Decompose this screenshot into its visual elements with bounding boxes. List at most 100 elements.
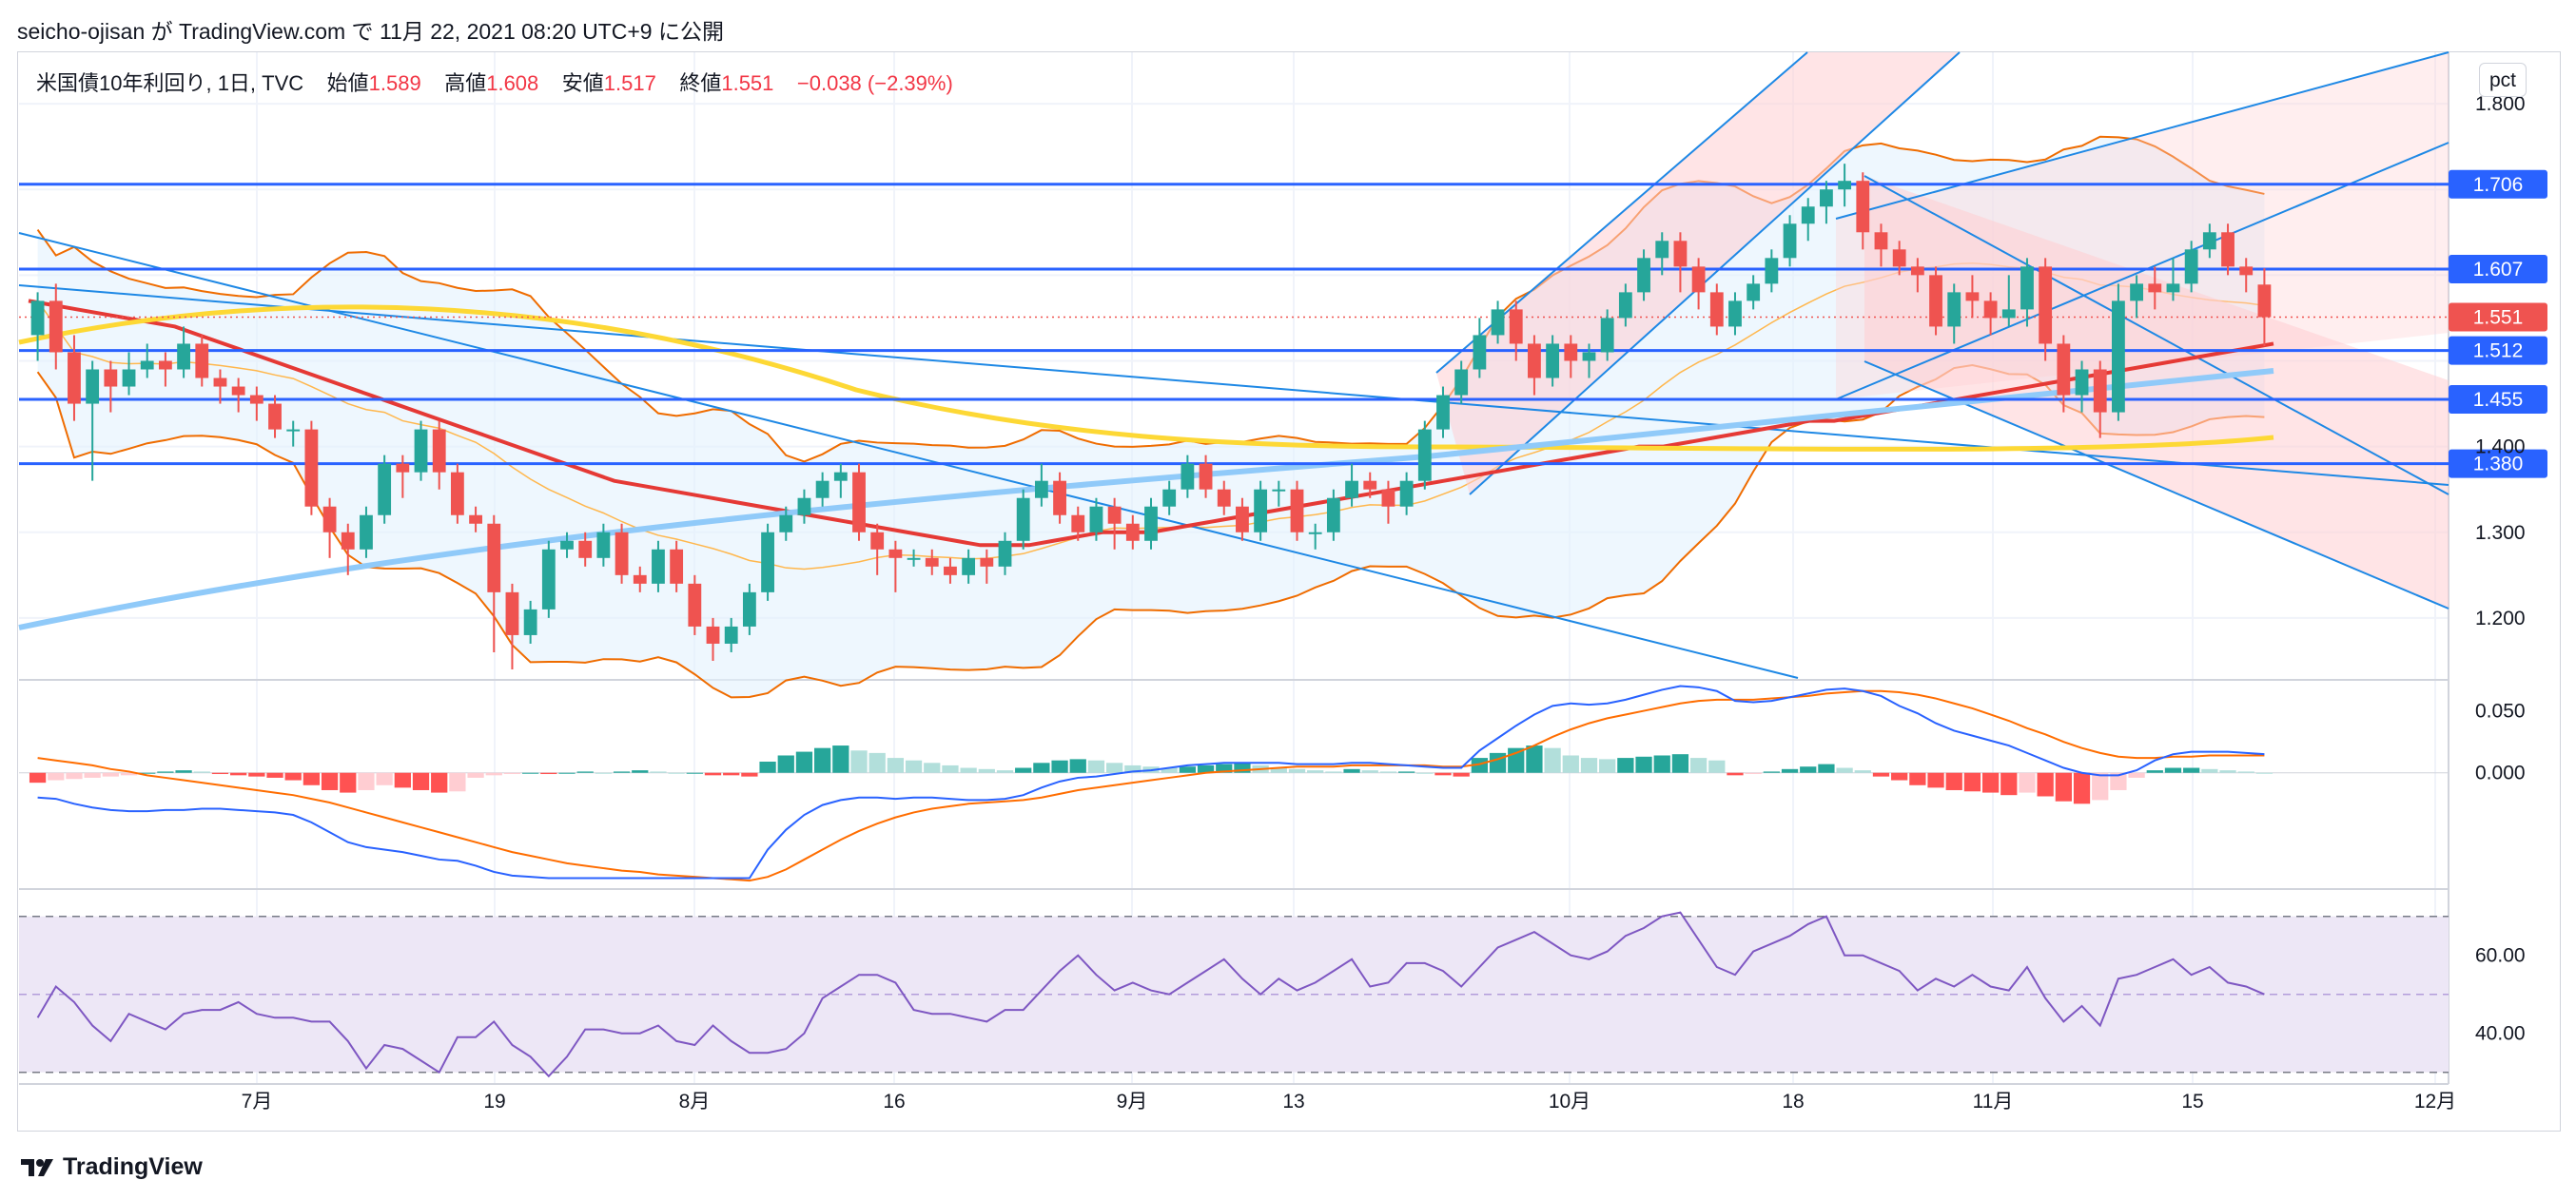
macd-histogram-bar [1526, 745, 1543, 773]
candle-body [104, 369, 118, 387]
time-tick-label: 19 [483, 1091, 505, 1113]
macd-histogram-bar [1763, 771, 1780, 773]
candle-body [815, 480, 829, 498]
candle-body [487, 523, 501, 592]
macd-histogram-bar [120, 772, 138, 776]
macd-histogram-bar [1179, 766, 1197, 773]
macd-histogram-bar [2146, 770, 2163, 773]
candle-body [2020, 266, 2034, 310]
macd-histogram-bar [1599, 759, 1616, 773]
candle-body [779, 514, 793, 532]
macd-histogram-bar [1051, 760, 1068, 773]
candle-body [2148, 283, 2162, 293]
macd-histogram-bar [1836, 767, 1853, 773]
macd-histogram-bar [1562, 755, 1579, 773]
candle-body [962, 557, 976, 575]
macd-histogram-bar [1216, 764, 1233, 773]
candle-body [1308, 532, 1322, 534]
legend-high-label: 高値 [444, 71, 487, 95]
candle-body [1929, 275, 1942, 327]
macd-histogram-bar [1653, 755, 1670, 773]
candle-body [195, 343, 209, 378]
macd-histogram-bar [723, 772, 740, 776]
time-tick-label: 11月 [1973, 1091, 2014, 1113]
candle-body [833, 472, 848, 481]
macd-histogram-bar [2000, 772, 2018, 796]
candle-body [1326, 497, 1340, 532]
macd-histogram-bar [230, 772, 247, 776]
macd-histogram-bar [2201, 768, 2218, 773]
macd-histogram-bar [1434, 772, 1452, 776]
candle-body [1199, 463, 1213, 490]
macd-histogram-bar [2164, 767, 2182, 773]
macd-histogram-bar [211, 772, 229, 775]
macd-histogram-bar [1124, 765, 1142, 773]
bollinger-upper-line [36, 135, 2265, 463]
macd-histogram-bar [1544, 747, 1561, 773]
macd-histogram-bar [321, 772, 339, 790]
macd-histogram-bar [1343, 768, 1360, 773]
candle-body [870, 532, 885, 550]
level-tag-label: 1.455 [2473, 389, 2524, 411]
candle-body [360, 514, 373, 550]
macd-histogram-bar [84, 772, 101, 778]
time-tick-label: 8月 [679, 1091, 711, 1113]
macd-histogram-bar [1854, 770, 1871, 773]
macd-histogram-bar [1818, 764, 1835, 773]
candle-body [1071, 514, 1085, 532]
candle-body [944, 566, 957, 575]
candle-body [688, 583, 702, 627]
price-tick-label: 1.400 [2475, 436, 2526, 458]
macd-histogram-bar [1379, 771, 1397, 773]
candle-body [249, 395, 263, 404]
macd-histogram-bar [1689, 758, 1708, 773]
macd-histogram-bar [1981, 772, 2000, 793]
candle-body [30, 300, 45, 336]
macd-histogram-bar [412, 772, 430, 790]
macd-histogram-bar [1671, 754, 1689, 773]
level-tag-label: 1.706 [2473, 174, 2524, 196]
candle-body [2001, 309, 2016, 319]
macd-histogram-bar [394, 772, 411, 788]
candle-body [396, 463, 410, 473]
legend-low-value: 1.517 [603, 71, 656, 95]
legend-high-value: 1.608 [486, 71, 539, 95]
candle-body [450, 472, 464, 515]
macd-histogram-bar [248, 772, 265, 777]
macd-histogram-bar [449, 772, 466, 792]
macd-histogram-bar [1453, 772, 1470, 777]
trend-line [1835, 51, 2449, 220]
candle-body [1254, 489, 1268, 532]
macd-histogram-bar [1872, 772, 1890, 777]
candle-body [1345, 480, 1358, 498]
candle-body [1491, 309, 1505, 336]
rsi-line [36, 911, 2265, 1078]
macd-histogram-bar [48, 772, 65, 781]
candle-body [1034, 480, 1048, 498]
unit-toggle-button[interactable]: pct [2479, 63, 2527, 97]
candle-body [505, 591, 519, 635]
macd-histogram-bar [1617, 758, 1634, 773]
candle-body [2093, 369, 2107, 413]
tradingview-logo[interactable]: TradingView [19, 1153, 203, 1181]
candle-body [1217, 489, 1231, 507]
candle-body [1965, 292, 1980, 301]
candle-body [1162, 489, 1177, 507]
candle-body [1417, 429, 1432, 481]
macd-histogram-bar [686, 772, 703, 774]
macd-histogram-bar [2128, 772, 2145, 778]
macd-histogram-bar [431, 772, 448, 793]
macd-tick-label: 0.000 [2475, 763, 2526, 784]
candle-body [2075, 369, 2089, 396]
candle-body [1874, 232, 1888, 250]
macd-histogram-bar [613, 771, 631, 773]
candle-body [541, 549, 556, 610]
macd-histogram-bar [1909, 772, 1926, 785]
time-tick-label: 18 [1782, 1091, 1804, 1113]
macd-histogram-bar [868, 752, 886, 773]
macd-histogram-bar [668, 772, 685, 774]
candle-body [2130, 283, 2144, 301]
candle-body [615, 532, 629, 575]
candle-body [523, 609, 537, 635]
